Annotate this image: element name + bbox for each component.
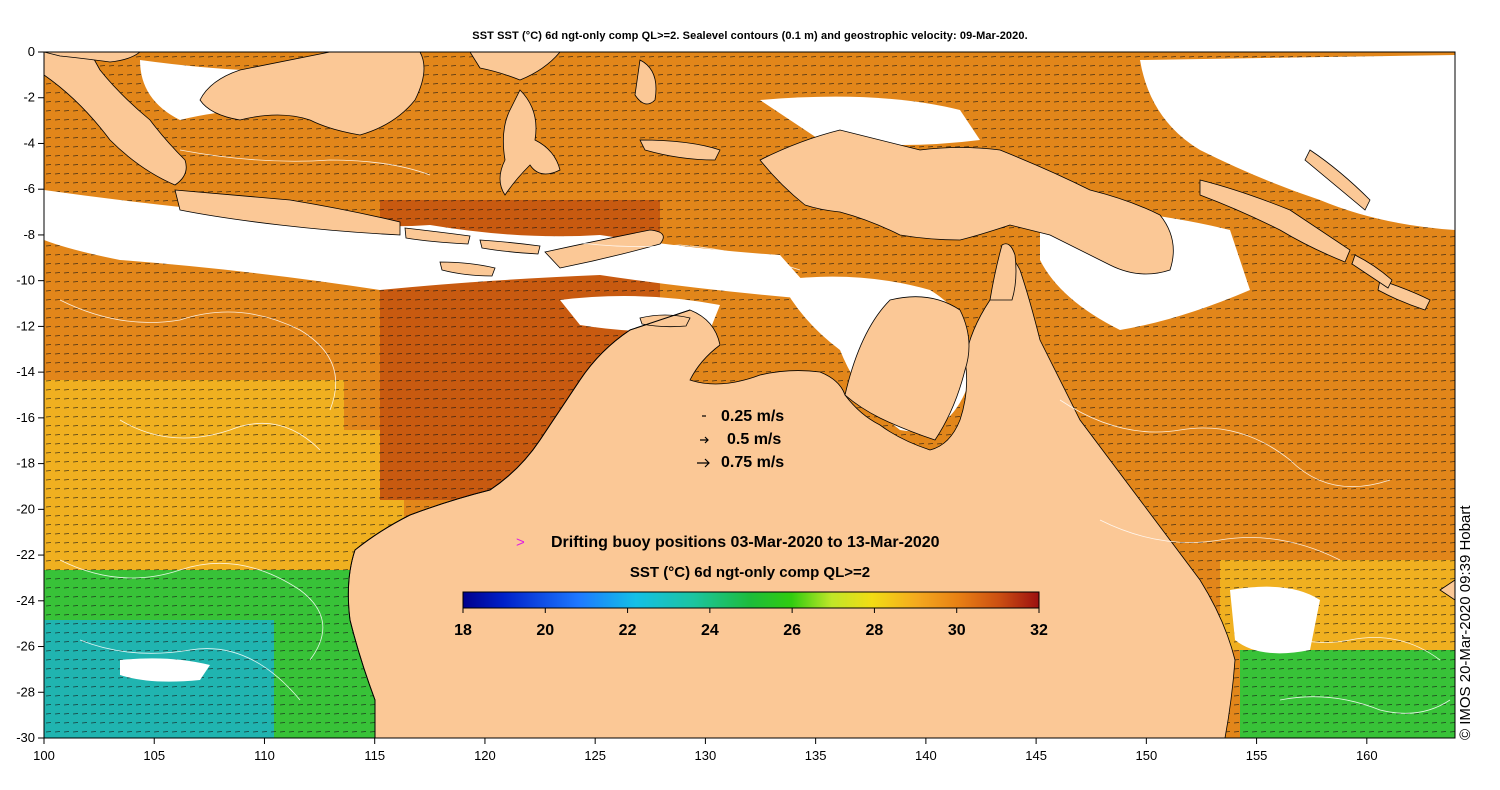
colorbar-tick-label: 18 (454, 622, 472, 639)
land-cape-york (989, 243, 1017, 301)
x-tick-label: 150 (1135, 748, 1157, 763)
colorbar-gradient (462, 591, 1040, 609)
buoy-legend-label: Drifting buoy positions 03-Mar-2020 to 1… (551, 534, 940, 551)
y-tick-label: -30 (16, 730, 35, 745)
velocity-label-05: 0.5 m/s (727, 431, 781, 448)
velocity-legend: 0.25 m/s 0.5 m/s 0.75 m/s (697, 408, 784, 471)
velocity-label-075: 0.75 m/s (721, 454, 784, 471)
land-melville-island (639, 314, 691, 328)
land-borneo (199, 52, 425, 136)
colorbar-tick-label: 22 (619, 622, 637, 639)
land-sumba (439, 261, 496, 277)
y-tick-label: -28 (16, 684, 35, 699)
colorbar-tick-label: 32 (1030, 622, 1048, 639)
buoy-legend: > Drifting buoy positions 03-Mar-2020 to… (516, 534, 940, 551)
x-tick-label: 155 (1246, 748, 1268, 763)
y-tick-label: -12 (16, 318, 35, 333)
y-tick-label: 0 (28, 44, 35, 59)
sst-colorbar: SST (°C) 6d ngt-only comp QL>=2 18 20 22 24… (454, 564, 1048, 639)
y-tick-label: -8 (23, 227, 35, 242)
colorbar-tick-label: 20 (536, 622, 554, 639)
sealevel-contours (59, 149, 1451, 714)
x-axis: 100 105 110 115 120 125 130 135 140 145 150 155 160 (33, 738, 1378, 763)
x-tick-label: 130 (695, 748, 717, 763)
y-tick-label: -24 (16, 593, 35, 608)
buoy-marker-icon: > (516, 534, 525, 551)
land-lesser-sunda-2 (479, 239, 541, 255)
x-tick-label: 115 (364, 748, 385, 763)
plot-frame (43, 51, 1456, 739)
velocity-arrow-075 (697, 458, 710, 468)
land-solomons (1377, 279, 1431, 311)
land-java (174, 189, 401, 236)
land-new-guinea (759, 129, 1174, 275)
land-malay-peninsula (44, 52, 141, 63)
land-seram (639, 139, 721, 161)
x-tick-label: 100 (33, 748, 55, 763)
colorbar-tick-label: 26 (783, 622, 801, 639)
velocity-label-025: 0.25 m/s (721, 408, 784, 425)
y-tick-label: -2 (23, 90, 35, 105)
land-mask (44, 52, 1455, 738)
x-tick-label: 105 (143, 748, 165, 763)
land-sumatra (44, 52, 187, 186)
land-sulawesi (499, 89, 561, 196)
x-tick-label: 110 (254, 748, 275, 763)
coastline-west-australia (347, 309, 691, 738)
land-new-caledonia (1439, 579, 1455, 601)
y-tick-label: -26 (16, 639, 35, 654)
y-tick-label: -22 (16, 547, 35, 562)
y-tick-label: -4 (23, 135, 35, 150)
y-tick-label: -6 (23, 181, 35, 196)
colorbar-tick-label: 30 (948, 622, 966, 639)
colorbar-tick-label: 28 (866, 622, 884, 639)
y-tick-label: -16 (16, 410, 35, 425)
gulf-of-carpentaria (844, 296, 970, 441)
colorbar-ticks: 18 20 22 24 26 28 30 32 (454, 608, 1048, 639)
land-timor (544, 229, 664, 269)
land-bismarck (1199, 179, 1351, 263)
land-borneo-north (469, 52, 561, 81)
map-area[interactable] (44, 52, 1455, 740)
x-tick-label: 145 (1025, 748, 1047, 763)
land-new-ireland (1304, 149, 1371, 211)
x-tick-label: 135 (805, 748, 827, 763)
colorbar-tick-label: 24 (701, 622, 719, 639)
x-tick-label: 160 (1356, 748, 1378, 763)
y-tick-label: -20 (16, 501, 35, 516)
land-lesser-sunda-1 (404, 227, 471, 245)
y-tick-label: -10 (16, 273, 35, 288)
y-axis: 0 -2 -4 -6 -8 -10 -12 -14 -16 -18 -20 -22 -24 -26 -28 -… (16, 44, 44, 745)
colorbar-title: SST (°C) 6d ngt-only comp QL>=2 (630, 564, 870, 581)
land-bougainville (1351, 254, 1393, 289)
velocity-arrow-05 (700, 436, 709, 444)
x-tick-label: 125 (584, 748, 606, 763)
land-halmahera (634, 59, 657, 105)
map-title: SST SST (°C) 6d ngt-only comp QL>=2. Sea… (472, 30, 1028, 42)
x-tick-label: 140 (915, 748, 937, 763)
y-tick-label: -14 (16, 364, 35, 379)
imos-credit: © IMOS 20-Mar-2020 09:39 Hobart (1457, 505, 1474, 741)
y-tick-label: -18 (16, 456, 35, 471)
x-tick-label: 120 (474, 748, 496, 763)
